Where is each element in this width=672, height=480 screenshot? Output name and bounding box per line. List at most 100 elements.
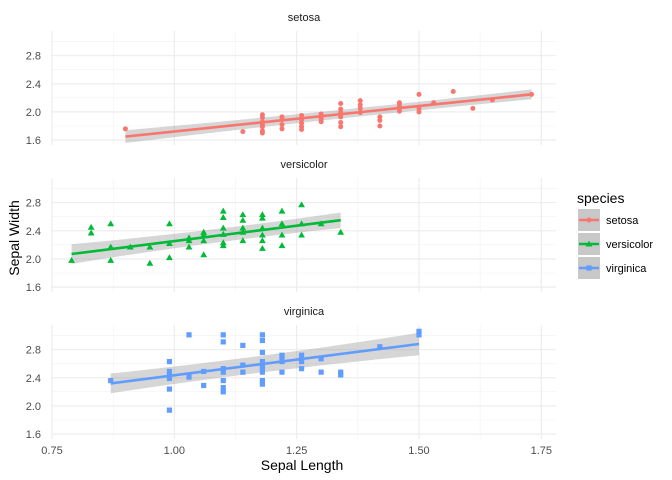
data-point bbox=[166, 407, 173, 413]
data-point bbox=[239, 216, 247, 223]
data-point bbox=[219, 207, 227, 214]
data-point bbox=[259, 337, 266, 344]
data-point bbox=[299, 112, 305, 118]
facet-label-setosa: setosa bbox=[288, 12, 321, 24]
data-point bbox=[220, 385, 226, 391]
data-point bbox=[259, 244, 266, 251]
facet-panel-versicolor: versicolor 1.6 2.0 2.4 2.8 bbox=[26, 159, 556, 294]
data-point bbox=[279, 352, 285, 358]
data-point bbox=[186, 332, 192, 338]
trend-line bbox=[125, 93, 532, 138]
data-point bbox=[299, 120, 305, 126]
legend-entry-versicolor: versicolor bbox=[578, 233, 653, 255]
data-point bbox=[259, 332, 266, 338]
data-point bbox=[338, 119, 344, 125]
y-tick-label: 2.0 bbox=[26, 254, 41, 266]
y-tick-label: 2.0 bbox=[26, 107, 41, 119]
data-point bbox=[239, 211, 247, 218]
data-point bbox=[220, 339, 226, 345]
data-point bbox=[586, 265, 592, 271]
y-tick-label: 2.8 bbox=[26, 51, 41, 63]
data-point bbox=[338, 106, 344, 112]
y-tick-label: 2.0 bbox=[26, 401, 41, 413]
data-point bbox=[220, 332, 226, 338]
data-point bbox=[68, 256, 75, 263]
y-tick-label: 2.4 bbox=[26, 226, 41, 238]
x-tick-label: 1.25 bbox=[286, 445, 307, 457]
data-point bbox=[416, 91, 422, 97]
data-point bbox=[338, 124, 344, 130]
data-point bbox=[240, 369, 246, 375]
data-point bbox=[278, 220, 286, 227]
y-tick-label: 2.8 bbox=[26, 198, 41, 210]
data-point bbox=[166, 254, 173, 261]
panels-layer: setosa 1.6 2.0 2.4 2.8 versicolor 1.6 2.0 2.4 2.8… bbox=[26, 12, 556, 457]
y-tick-label: 1.6 bbox=[26, 135, 41, 147]
facet-label-virginica: virginica bbox=[284, 306, 325, 318]
data-point bbox=[338, 372, 344, 378]
data-point bbox=[298, 231, 305, 238]
legend-title: species bbox=[577, 190, 624, 206]
data-point bbox=[107, 256, 115, 263]
data-point bbox=[200, 251, 208, 258]
data-point bbox=[259, 369, 266, 375]
data-point bbox=[259, 358, 266, 365]
data-point bbox=[87, 229, 95, 236]
facet-panel-virginica: virginica 1.6 2.0 2.4 2.8 bbox=[26, 306, 556, 441]
legend-label: versicolor bbox=[606, 239, 653, 251]
data-point bbox=[259, 377, 266, 384]
data-point bbox=[298, 358, 305, 365]
data-point bbox=[279, 122, 285, 128]
data-point bbox=[318, 356, 324, 362]
data-point bbox=[298, 366, 305, 372]
data-point bbox=[450, 89, 456, 95]
data-point bbox=[259, 366, 266, 372]
data-point bbox=[200, 237, 208, 244]
data-point bbox=[357, 98, 363, 104]
data-point bbox=[166, 358, 173, 365]
data-point bbox=[585, 240, 593, 247]
data-point bbox=[259, 237, 266, 244]
trend-line bbox=[110, 342, 420, 385]
data-point bbox=[146, 243, 154, 250]
data-point bbox=[377, 344, 383, 350]
data-point bbox=[298, 201, 305, 208]
x-axis-title: Sepal Length bbox=[261, 457, 344, 473]
data-point bbox=[278, 242, 286, 249]
data-point bbox=[166, 386, 173, 392]
data-point bbox=[416, 332, 422, 338]
data-point bbox=[338, 100, 344, 106]
data-point bbox=[122, 126, 128, 132]
data-point bbox=[259, 211, 266, 218]
data-point bbox=[220, 369, 226, 375]
data-point bbox=[278, 231, 286, 238]
data-point bbox=[299, 124, 305, 130]
legend-label: setosa bbox=[606, 215, 639, 227]
data-point bbox=[219, 239, 227, 246]
data-point bbox=[377, 114, 383, 120]
data-point bbox=[337, 228, 345, 235]
data-point bbox=[396, 100, 402, 106]
x-tick-label: 1.75 bbox=[531, 445, 552, 457]
data-point bbox=[357, 102, 363, 108]
data-point bbox=[278, 207, 286, 214]
data-point bbox=[200, 228, 208, 235]
data-point bbox=[220, 389, 226, 395]
data-point bbox=[318, 369, 324, 375]
data-point bbox=[239, 237, 247, 244]
data-point bbox=[279, 126, 285, 132]
data-point bbox=[298, 352, 305, 358]
legend-label: virginica bbox=[606, 263, 647, 275]
y-tick-label: 2.4 bbox=[26, 79, 41, 91]
data-point bbox=[107, 220, 115, 227]
x-tick-label: 0.75 bbox=[41, 445, 62, 457]
legend: species setosa versicolor virginica bbox=[577, 190, 653, 279]
data-point bbox=[166, 375, 173, 382]
data-point bbox=[219, 214, 227, 220]
data-point bbox=[279, 369, 285, 375]
data-point bbox=[259, 128, 265, 134]
data-point bbox=[146, 259, 154, 266]
data-point bbox=[220, 377, 226, 384]
data-point bbox=[239, 224, 247, 231]
